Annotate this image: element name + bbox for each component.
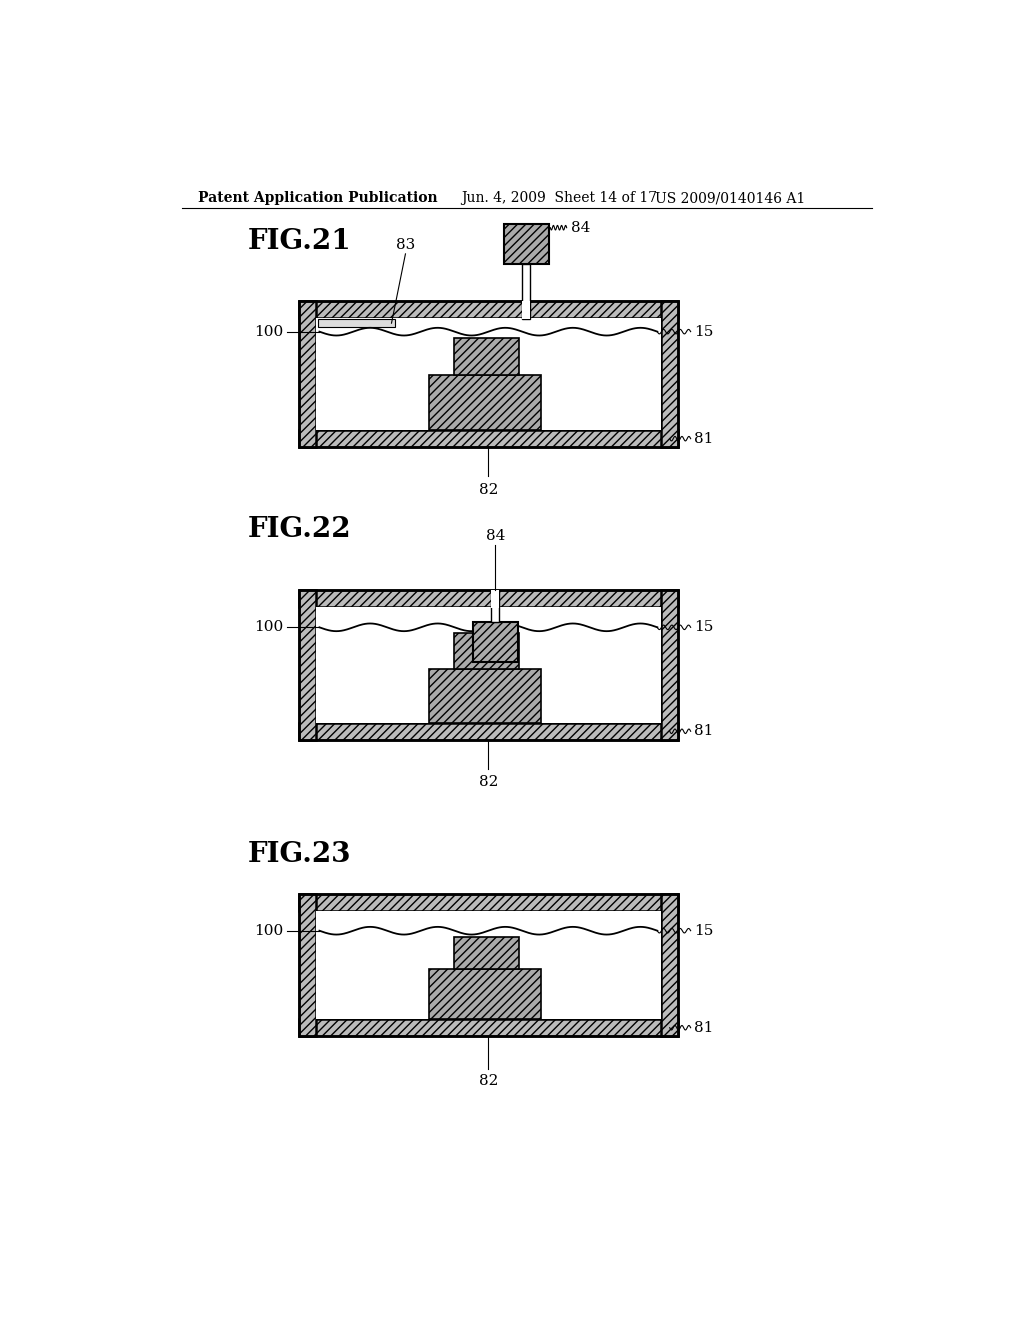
Bar: [315, 607, 662, 723]
Text: 15: 15: [693, 924, 713, 937]
Bar: [299, 894, 315, 1036]
Bar: [454, 338, 519, 375]
Bar: [492, 590, 500, 609]
Bar: [299, 1019, 678, 1036]
Text: 81: 81: [693, 1020, 713, 1035]
Bar: [315, 911, 662, 1019]
Bar: [299, 430, 678, 447]
Bar: [429, 669, 541, 723]
Bar: [662, 590, 678, 739]
Bar: [429, 969, 541, 1019]
Bar: [299, 590, 315, 739]
Text: FIG.23: FIG.23: [248, 841, 351, 869]
Text: 81: 81: [693, 432, 713, 446]
Bar: [299, 723, 678, 739]
Bar: [315, 318, 662, 430]
Text: 81: 81: [693, 725, 713, 738]
Bar: [662, 894, 678, 1036]
Bar: [299, 301, 315, 447]
Text: 84: 84: [485, 529, 505, 544]
Bar: [662, 301, 678, 447]
Text: 82: 82: [478, 1074, 498, 1088]
Text: 83: 83: [396, 239, 415, 252]
Bar: [473, 622, 518, 663]
Text: FIG.22: FIG.22: [248, 516, 352, 544]
Text: 15: 15: [693, 325, 713, 339]
Bar: [317, 319, 395, 327]
Text: 100: 100: [254, 620, 283, 635]
Text: 82: 82: [478, 775, 498, 789]
Bar: [454, 634, 519, 669]
Bar: [299, 590, 678, 607]
Text: 82: 82: [478, 483, 498, 496]
Text: 15: 15: [693, 620, 713, 635]
Bar: [299, 590, 678, 739]
Bar: [299, 301, 678, 318]
Bar: [429, 375, 541, 430]
Text: 84: 84: [570, 220, 590, 235]
Text: FIG.21: FIG.21: [248, 227, 352, 255]
Bar: [504, 224, 549, 264]
Text: 100: 100: [254, 924, 283, 937]
Text: US 2009/0140146 A1: US 2009/0140146 A1: [655, 191, 805, 206]
Bar: [454, 937, 519, 969]
Bar: [299, 894, 678, 1036]
Text: 100: 100: [254, 325, 283, 339]
Bar: [522, 264, 530, 319]
Text: Patent Application Publication: Patent Application Publication: [198, 191, 437, 206]
Bar: [299, 301, 678, 447]
Bar: [492, 590, 500, 622]
Bar: [522, 301, 530, 319]
Bar: [299, 894, 678, 911]
Text: Jun. 4, 2009  Sheet 14 of 17: Jun. 4, 2009 Sheet 14 of 17: [461, 191, 657, 206]
